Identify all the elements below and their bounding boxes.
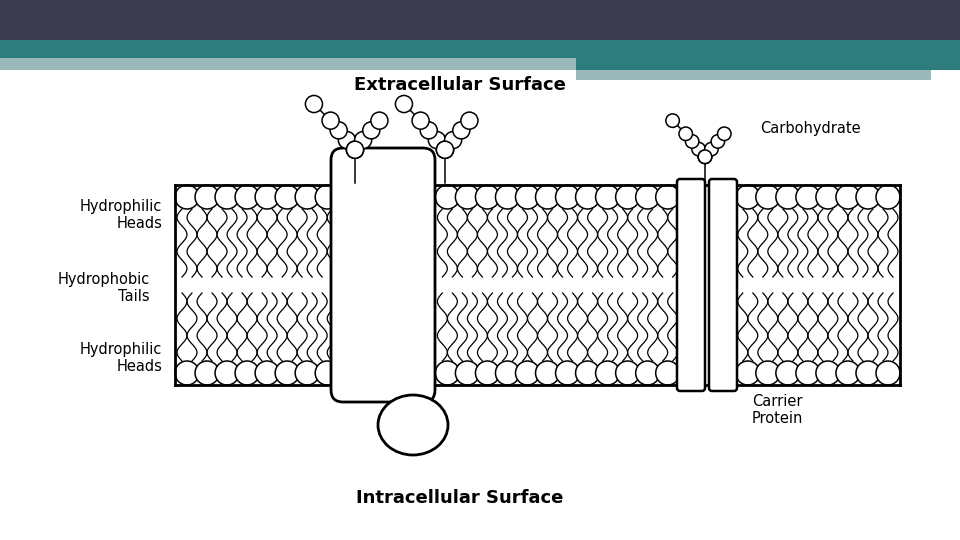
Circle shape (636, 361, 660, 385)
Text: Carbohydrate: Carbohydrate (760, 120, 860, 136)
Circle shape (255, 361, 279, 385)
Text: Carrier
Protein: Carrier Protein (752, 394, 804, 426)
FancyBboxPatch shape (331, 148, 435, 402)
FancyBboxPatch shape (709, 179, 737, 391)
Circle shape (195, 361, 219, 385)
Circle shape (711, 134, 725, 148)
Circle shape (461, 112, 478, 129)
Circle shape (685, 134, 699, 148)
Circle shape (428, 132, 445, 148)
Circle shape (796, 361, 820, 385)
Circle shape (215, 361, 239, 385)
Circle shape (305, 96, 323, 112)
Circle shape (347, 141, 364, 158)
Circle shape (698, 150, 711, 164)
Circle shape (455, 185, 479, 209)
Circle shape (347, 141, 364, 158)
Circle shape (876, 361, 900, 385)
Circle shape (576, 185, 600, 209)
Circle shape (315, 361, 339, 385)
Circle shape (215, 185, 239, 209)
Circle shape (412, 112, 429, 129)
Circle shape (856, 185, 880, 209)
Circle shape (475, 361, 499, 385)
Circle shape (576, 361, 600, 385)
Circle shape (175, 361, 199, 385)
Circle shape (705, 143, 718, 156)
Circle shape (354, 132, 372, 148)
Circle shape (666, 114, 680, 127)
Circle shape (836, 361, 860, 385)
Circle shape (636, 185, 660, 209)
Circle shape (437, 141, 453, 158)
Circle shape (453, 122, 469, 139)
Text: Extracellular Surface: Extracellular Surface (354, 76, 566, 94)
Circle shape (330, 122, 348, 139)
Circle shape (255, 185, 279, 209)
Circle shape (276, 361, 300, 385)
Circle shape (595, 185, 619, 209)
Circle shape (698, 150, 711, 164)
Circle shape (516, 361, 540, 385)
Circle shape (556, 185, 580, 209)
Circle shape (475, 185, 499, 209)
Circle shape (436, 185, 460, 209)
Circle shape (776, 185, 800, 209)
Circle shape (856, 361, 880, 385)
Text: Hydrophilic
Heads: Hydrophilic Heads (80, 199, 162, 231)
Circle shape (363, 122, 380, 139)
Circle shape (516, 185, 540, 209)
Circle shape (536, 185, 560, 209)
Circle shape (195, 185, 219, 209)
Text: Intracellular Surface: Intracellular Surface (356, 489, 564, 507)
Circle shape (536, 361, 560, 385)
Circle shape (437, 141, 453, 158)
Circle shape (371, 112, 388, 129)
Circle shape (495, 361, 519, 385)
Circle shape (656, 361, 680, 385)
Circle shape (295, 361, 319, 385)
Circle shape (698, 150, 711, 164)
Circle shape (816, 185, 840, 209)
Circle shape (315, 185, 339, 209)
Circle shape (656, 185, 680, 209)
Circle shape (679, 127, 692, 140)
Circle shape (436, 361, 460, 385)
Circle shape (235, 185, 259, 209)
Circle shape (295, 185, 319, 209)
Circle shape (692, 143, 706, 156)
Circle shape (717, 127, 731, 140)
Circle shape (615, 361, 639, 385)
Circle shape (876, 185, 900, 209)
Circle shape (595, 361, 619, 385)
Circle shape (455, 361, 479, 385)
Circle shape (735, 185, 759, 209)
Circle shape (347, 141, 364, 158)
Ellipse shape (378, 395, 448, 455)
Circle shape (816, 361, 840, 385)
Circle shape (338, 132, 355, 148)
Circle shape (495, 185, 519, 209)
Text: Hydrophobic
Tails: Hydrophobic Tails (58, 272, 150, 304)
Circle shape (420, 122, 437, 139)
Text: Hydrophilic
Heads: Hydrophilic Heads (80, 342, 162, 374)
Circle shape (175, 185, 199, 209)
Circle shape (836, 185, 860, 209)
Circle shape (776, 361, 800, 385)
Circle shape (615, 185, 639, 209)
Circle shape (437, 141, 453, 158)
Circle shape (796, 185, 820, 209)
Circle shape (735, 361, 759, 385)
Circle shape (756, 361, 780, 385)
Circle shape (444, 132, 462, 148)
Circle shape (235, 361, 259, 385)
Circle shape (756, 185, 780, 209)
Circle shape (322, 112, 339, 129)
Circle shape (556, 361, 580, 385)
Circle shape (396, 96, 413, 112)
FancyBboxPatch shape (677, 179, 705, 391)
Circle shape (276, 185, 300, 209)
